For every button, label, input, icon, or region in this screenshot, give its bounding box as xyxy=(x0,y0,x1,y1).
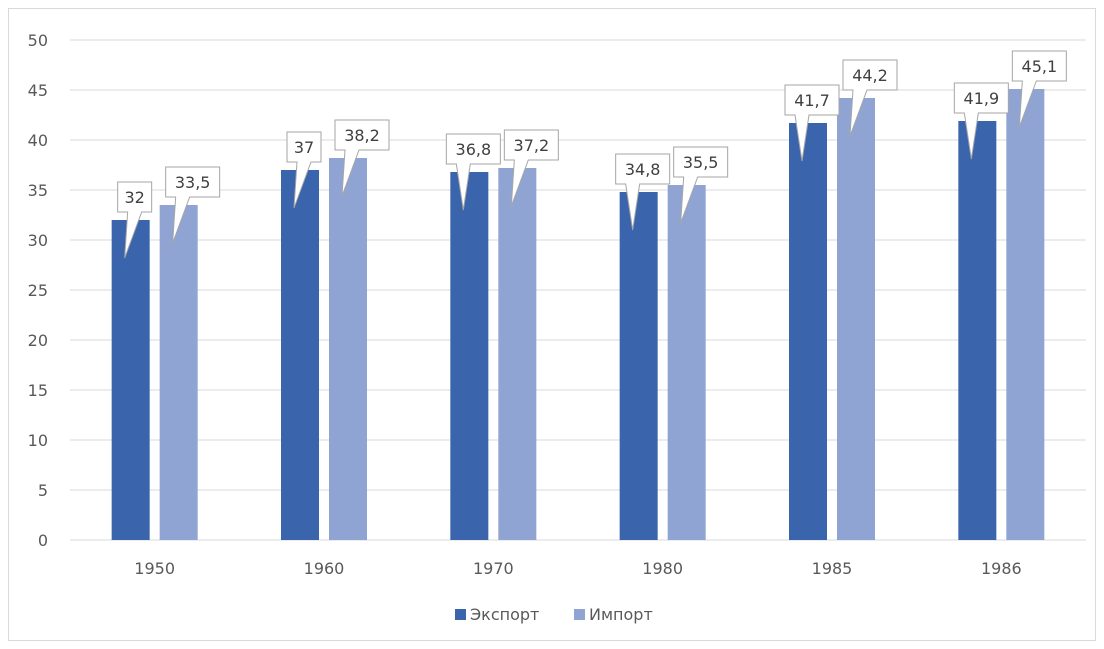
bar-import xyxy=(1006,89,1045,540)
y-tick-label: 0 xyxy=(38,531,48,550)
bar-import xyxy=(498,168,537,540)
y-tick-label: 10 xyxy=(28,431,48,450)
x-tick-label: 1970 xyxy=(473,559,514,578)
x-tick-label: 1980 xyxy=(642,559,683,578)
bar-export xyxy=(111,220,150,540)
data-label-callout: 36,8 xyxy=(445,133,501,211)
legend-swatch xyxy=(455,609,466,620)
x-tick-label: 1986 xyxy=(981,559,1022,578)
callout-shape xyxy=(673,146,729,224)
bar-import xyxy=(159,205,198,540)
bar-import xyxy=(329,158,367,540)
callout-shape xyxy=(953,82,1009,160)
bar-export xyxy=(450,172,489,540)
callout-shape xyxy=(445,133,501,211)
data-label-callout: 45,1 xyxy=(1011,50,1067,128)
data-label-callout: 34,8 xyxy=(615,153,671,231)
y-tick-label: 40 xyxy=(28,131,48,150)
data-label: 37,2 xyxy=(514,136,550,155)
y-tick-label: 50 xyxy=(28,31,48,50)
data-label: 41,7 xyxy=(794,91,830,110)
bar-import xyxy=(837,98,875,540)
bar-export xyxy=(281,170,319,540)
y-tick-label: 35 xyxy=(28,181,48,200)
callout-shape xyxy=(842,59,898,137)
data-label: 36,8 xyxy=(456,140,492,159)
data-label-callout: 41,7 xyxy=(784,84,840,162)
data-label: 41,9 xyxy=(964,89,1000,108)
data-label-callout: 33,5 xyxy=(165,166,221,244)
data-label: 34,8 xyxy=(625,160,661,179)
y-axis-ticks: 0 5 10 15 20 25 30 35 40 45 50 xyxy=(28,31,48,550)
data-label-callout: 37,2 xyxy=(503,129,559,207)
data-label-callout: 37 xyxy=(286,131,322,209)
x-tick-label: 1985 xyxy=(812,559,853,578)
legend-swatch xyxy=(574,609,585,620)
callout-shape xyxy=(334,119,390,197)
y-tick-label: 45 xyxy=(28,81,48,100)
callout-shape xyxy=(165,166,221,244)
data-label: 45,1 xyxy=(1022,57,1058,76)
callout-shape xyxy=(503,129,559,207)
y-tick-label: 20 xyxy=(28,331,48,350)
bars xyxy=(111,89,1045,540)
data-labels: 32 33,5 37 38,2 36,8 37,2 34,8 35,5 41,7 44,2 41,9… xyxy=(117,50,1067,259)
callout-shape xyxy=(615,153,671,231)
data-label-callout: 38,2 xyxy=(334,119,390,197)
callout-shape xyxy=(1011,50,1067,128)
y-tick-label: 30 xyxy=(28,231,48,250)
x-axis-ticks: 1950 1960 1970 1980 1985 1986 xyxy=(134,559,1021,578)
x-tick-label: 1960 xyxy=(304,559,345,578)
data-label-callout: 41,9 xyxy=(953,82,1009,160)
data-label: 44,2 xyxy=(852,66,888,85)
data-label-callout: 32 xyxy=(117,181,153,259)
callout-shape xyxy=(784,84,840,162)
data-label: 32 xyxy=(124,188,144,207)
data-label: 33,5 xyxy=(175,173,211,192)
data-label: 37 xyxy=(294,138,314,157)
bar-export xyxy=(958,121,997,540)
data-label: 35,5 xyxy=(683,153,719,172)
y-tick-label: 25 xyxy=(28,281,48,300)
data-label-callout: 35,5 xyxy=(673,146,729,224)
bar-export xyxy=(619,192,658,540)
legend-label: Экспорт xyxy=(470,605,539,624)
legend: Экспорт Импорт xyxy=(455,605,653,624)
data-label: 38,2 xyxy=(344,126,380,145)
callout-shape xyxy=(117,181,153,259)
gridlines xyxy=(70,39,1086,541)
bar-export xyxy=(789,123,827,540)
bar-import xyxy=(667,185,706,540)
x-tick-label: 1950 xyxy=(134,559,175,578)
y-tick-label: 15 xyxy=(28,381,48,400)
y-tick-label: 5 xyxy=(38,481,48,500)
data-label-callout: 44,2 xyxy=(842,59,898,137)
callout-shape xyxy=(286,131,322,209)
legend-label: Импорт xyxy=(589,605,653,624)
